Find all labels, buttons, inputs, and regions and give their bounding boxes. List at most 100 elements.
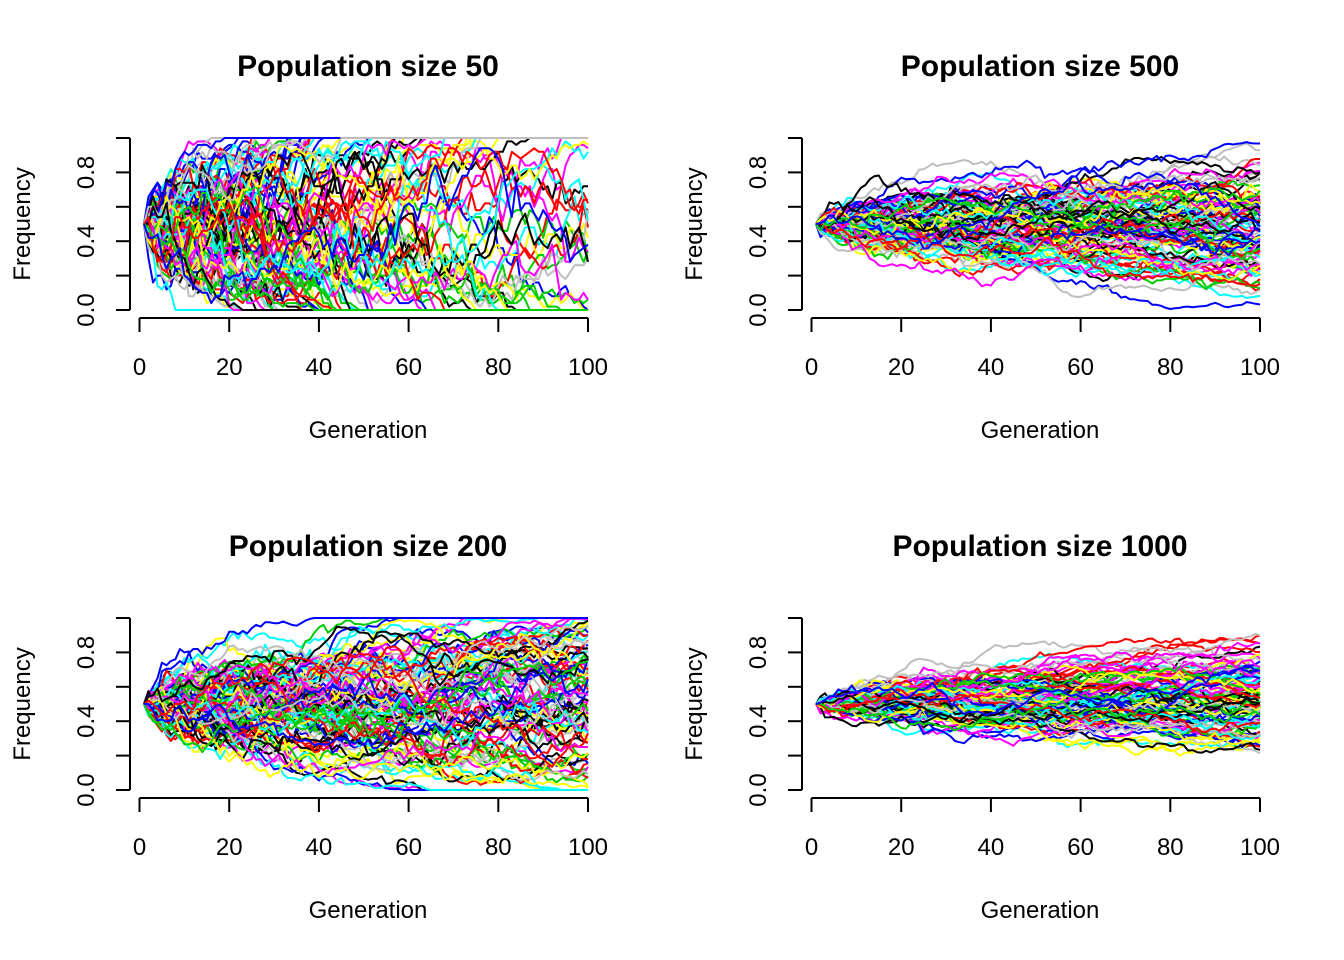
y-tick-label: 0.0 [745,773,772,806]
x-axis-label: Generation [309,417,428,444]
series-line-74 [143,168,589,301]
series-line-89 [815,690,1261,754]
chart-title: Population size 50 [237,50,499,83]
series-line-90 [815,217,1261,257]
x-axis-label: Generation [309,897,428,924]
x-tick-label: 60 [395,354,422,381]
y-axis-label: Frequency [9,647,36,760]
chart-panel-4: 0.0 0.4 0.8 0 20 40 60 80 100 Population size 100… [681,530,1280,924]
series-line-85 [143,703,588,791]
series-line-96 [815,223,1261,271]
x-tick-label: 40 [306,834,333,861]
chart-title: Population size 1000 [892,530,1187,563]
x-tick-label: 80 [1157,354,1184,381]
y-tick-label: 0.8 [745,636,772,669]
series-line-69 [815,697,1261,741]
series-line-99 [143,660,589,754]
series-line-97 [815,196,1261,241]
series-line-100 [143,147,589,305]
series-line-94 [816,222,1261,272]
x-tick-label: 80 [485,834,512,861]
series-line-92 [815,675,1261,724]
series-line-91 [143,676,589,771]
x-tick-label: 0 [133,354,146,381]
x-tick-label: 20 [888,354,915,381]
series-line-77 [816,186,1261,243]
x-tick-label: 60 [395,834,422,861]
chart-panel-3: 0.0 0.4 0.8 0 20 40 60 80 100 Population size 200… [9,530,608,924]
series-line-81 [143,691,589,739]
series-line-100 [815,666,1261,717]
series-line-80 [143,625,589,724]
chart-panel-2: 0.0 0.4 0.8 0 20 40 60 80 100 Population size 500… [681,50,1280,444]
x-axis-label: Generation [981,897,1100,924]
series-line-95 [143,140,589,250]
x-tick-label: 20 [216,354,243,381]
series-line-97 [815,694,1261,724]
series-line-70 [143,617,589,709]
y-tick-label: 0.8 [745,156,772,189]
series-line-62 [815,205,1261,247]
x-tick-label: 20 [216,834,243,861]
series-group [815,632,1261,757]
series-line-16 [815,159,1261,227]
series-line-95 [143,697,589,780]
x-tick-label: 0 [805,834,818,861]
series-line-99 [143,223,588,311]
series-line-98 [143,656,589,768]
x-tick-label: 40 [306,354,333,381]
y-axis-label: Frequency [681,167,708,280]
chart-title: Population size 200 [229,530,507,563]
chart-title: Population size 500 [901,50,1179,83]
series-line-91 [815,216,1261,261]
series-line-98 [143,147,588,263]
x-tick-label: 80 [1157,834,1184,861]
y-tick-label: 0.4 [745,225,772,258]
series-line-80 [815,632,1261,705]
series-line-99 [815,700,1261,732]
y-tick-label: 0.4 [73,705,100,738]
series-line-57 [143,645,589,711]
y-tick-label: 0.0 [73,773,100,806]
series-line-77 [143,681,588,791]
series-line-23 [144,636,589,756]
series-line-78 [143,664,589,733]
x-tick-label: 100 [568,354,608,381]
x-tick-label: 60 [1067,834,1094,861]
y-tick-label: 0.4 [745,705,772,738]
chart-panel-1: 0.0 0.4 0.8 0 20 40 60 80 100 Population size 50 G… [9,50,608,444]
series-line-98 [815,222,1261,287]
series-line-96 [143,691,589,735]
series-line-98 [815,688,1261,733]
x-tick-label: 100 [1240,834,1280,861]
series-line-100 [144,671,589,749]
series-line-93 [143,688,589,741]
series-line-89 [144,697,589,760]
x-tick-label: 0 [805,354,818,381]
x-tick-label: 60 [1067,354,1094,381]
x-axis-label: Generation [981,417,1100,444]
x-tick-label: 40 [978,834,1005,861]
x-tick-label: 100 [568,834,608,861]
series-line-99 [815,186,1261,232]
series-group [143,617,589,791]
x-tick-label: 100 [1240,354,1280,381]
y-tick-label: 0.8 [73,636,100,669]
x-tick-label: 40 [978,354,1005,381]
series-group [143,137,589,311]
series-line-95 [815,183,1261,236]
series-line-87 [815,212,1261,282]
y-tick-label: 0.4 [73,225,100,258]
series-line-88 [143,638,589,705]
series-line-56 [144,205,589,308]
y-axis-label: Frequency [9,167,36,280]
y-axis-label: Frequency [681,647,708,760]
series-line-84 [143,617,588,705]
x-tick-label: 0 [133,834,146,861]
x-tick-label: 20 [888,834,915,861]
series-line-75 [815,195,1261,254]
series-line-96 [143,137,588,225]
y-tick-label: 0.0 [73,293,100,326]
y-tick-label: 0.8 [73,156,100,189]
